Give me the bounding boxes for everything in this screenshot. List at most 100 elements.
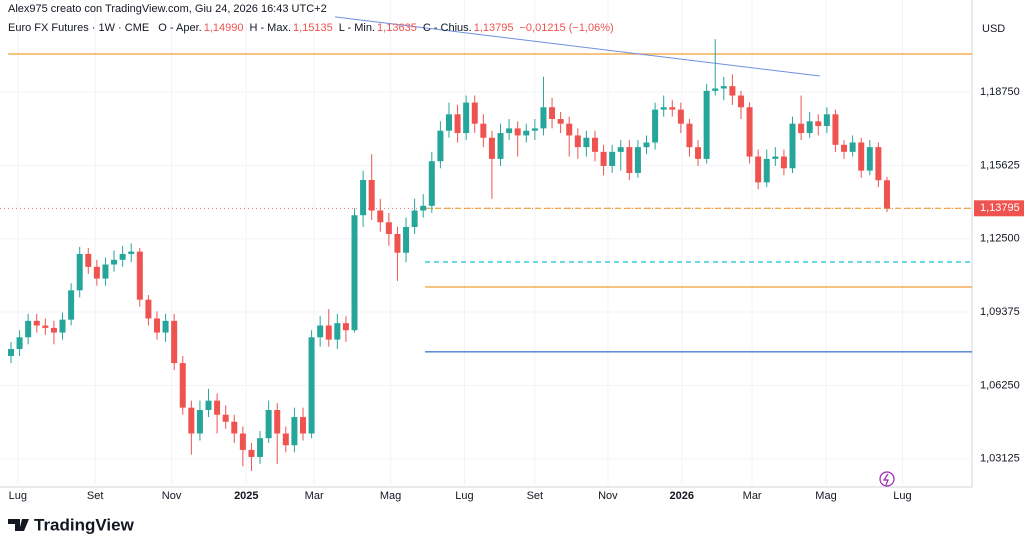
candle-body: [196, 410, 203, 434]
change: −0,01215 (−1,06%): [519, 22, 613, 34]
last-price-box: [974, 200, 1024, 217]
y-tick-label: 1,15625: [980, 159, 1020, 171]
candle-body: [712, 88, 719, 91]
symbol: Euro FX Futures · 1W · CME: [8, 22, 149, 34]
x-tick-label: Mar: [305, 490, 324, 502]
candle-body: [188, 407, 195, 434]
y-tick-label: 1,09375: [980, 306, 1020, 318]
candle-body: [111, 259, 118, 265]
candle-body: [59, 319, 66, 333]
candle-body: [214, 400, 221, 415]
candle-body: [883, 180, 890, 209]
candle-body: [480, 123, 487, 138]
candle-body: [377, 210, 384, 223]
candle-body: [68, 290, 75, 320]
candle-body: [677, 109, 684, 124]
x-tick-label: Set: [87, 490, 104, 502]
candle-body: [858, 142, 865, 171]
candle-body: [153, 318, 160, 333]
candle-body: [798, 123, 805, 134]
candle-body: [25, 320, 32, 338]
candle-body: [875, 147, 882, 181]
candle-body: [85, 253, 92, 267]
ohlc-label: H - Max.: [249, 22, 291, 34]
candle-body: [660, 107, 667, 110]
candle-body: [471, 102, 478, 124]
y-tick-label: 1,12500: [980, 233, 1020, 245]
candle-body: [282, 433, 289, 446]
candle-body: [746, 107, 753, 157]
brand: TradingView: [34, 515, 135, 534]
candle-body: [566, 123, 573, 136]
candle-body: [42, 325, 49, 328]
candle-body: [609, 151, 616, 166]
candle-body: [368, 180, 375, 211]
y-tick-label: 1,06250: [980, 379, 1020, 391]
candle-body: [93, 266, 100, 279]
candle-body: [737, 95, 744, 108]
candle-body: [428, 161, 435, 206]
candle-body: [823, 114, 830, 127]
candle-body: [145, 299, 152, 319]
x-tick-label: Mag: [815, 490, 836, 502]
candle-body: [445, 114, 452, 131]
candle-body: [695, 147, 702, 159]
plot: [0, 16, 972, 472]
candle-body: [755, 156, 762, 183]
candle-body: [772, 156, 779, 159]
candle-body: [76, 253, 83, 291]
x-tick-label: Lug: [893, 490, 911, 502]
candle-body: [806, 121, 813, 134]
candle-body: [291, 417, 298, 446]
candle-body: [531, 128, 538, 131]
credit: Alex975 creato con TradingView.com, Giu …: [8, 3, 327, 15]
candle-body: [815, 121, 822, 127]
candle-body: [780, 156, 787, 169]
candle-body: [720, 86, 727, 89]
candle-body: [849, 142, 856, 152]
candle-body: [334, 323, 341, 340]
candle-body: [411, 210, 418, 227]
candle-body: [308, 337, 315, 434]
candle-body: [669, 107, 676, 110]
legend: Euro FX Futures · 1W · CME O - Aper. 1,14…: [8, 22, 614, 34]
candle-body: [643, 142, 650, 148]
candle-body: [394, 233, 401, 253]
x-tick-label: Lug: [9, 490, 27, 502]
candle-body: [617, 147, 624, 152]
x-tick-label: Nov: [162, 490, 182, 502]
candle-body: [231, 421, 238, 434]
candle-body: [360, 180, 367, 216]
trend-line: [334, 16, 821, 77]
candle-body: [557, 118, 564, 124]
candle-body: [437, 130, 444, 162]
candle-body: [342, 323, 349, 331]
candle-body: [222, 414, 229, 422]
candle-body: [136, 251, 143, 300]
ohlc-label: C - Chius.: [423, 22, 472, 34]
candle-body: [385, 222, 392, 234]
candle-body: [626, 147, 633, 173]
candle-body: [179, 363, 186, 408]
candle-body: [248, 449, 255, 457]
candle-body: [7, 348, 14, 357]
candle-body: [420, 205, 427, 211]
candle-body: [523, 130, 530, 136]
candle-body: [128, 251, 135, 254]
candle-body: [634, 147, 641, 173]
candle-body: [325, 325, 332, 340]
candle-body: [789, 123, 796, 169]
candle-body: [574, 135, 581, 148]
x-tick-label: Mag: [380, 490, 401, 502]
replay-icon[interactable]: [879, 471, 895, 487]
x-tick-label: 2025: [234, 490, 258, 502]
candle-body: [171, 320, 178, 364]
candle-body: [488, 137, 495, 159]
candle-body: [274, 410, 281, 434]
ohlc-value: 1,13635: [377, 22, 417, 34]
ohlc-value: 1,15135: [293, 22, 333, 34]
ohlc-label: L - Min.: [339, 22, 375, 34]
y-tick-label: 1,03125: [980, 453, 1020, 465]
